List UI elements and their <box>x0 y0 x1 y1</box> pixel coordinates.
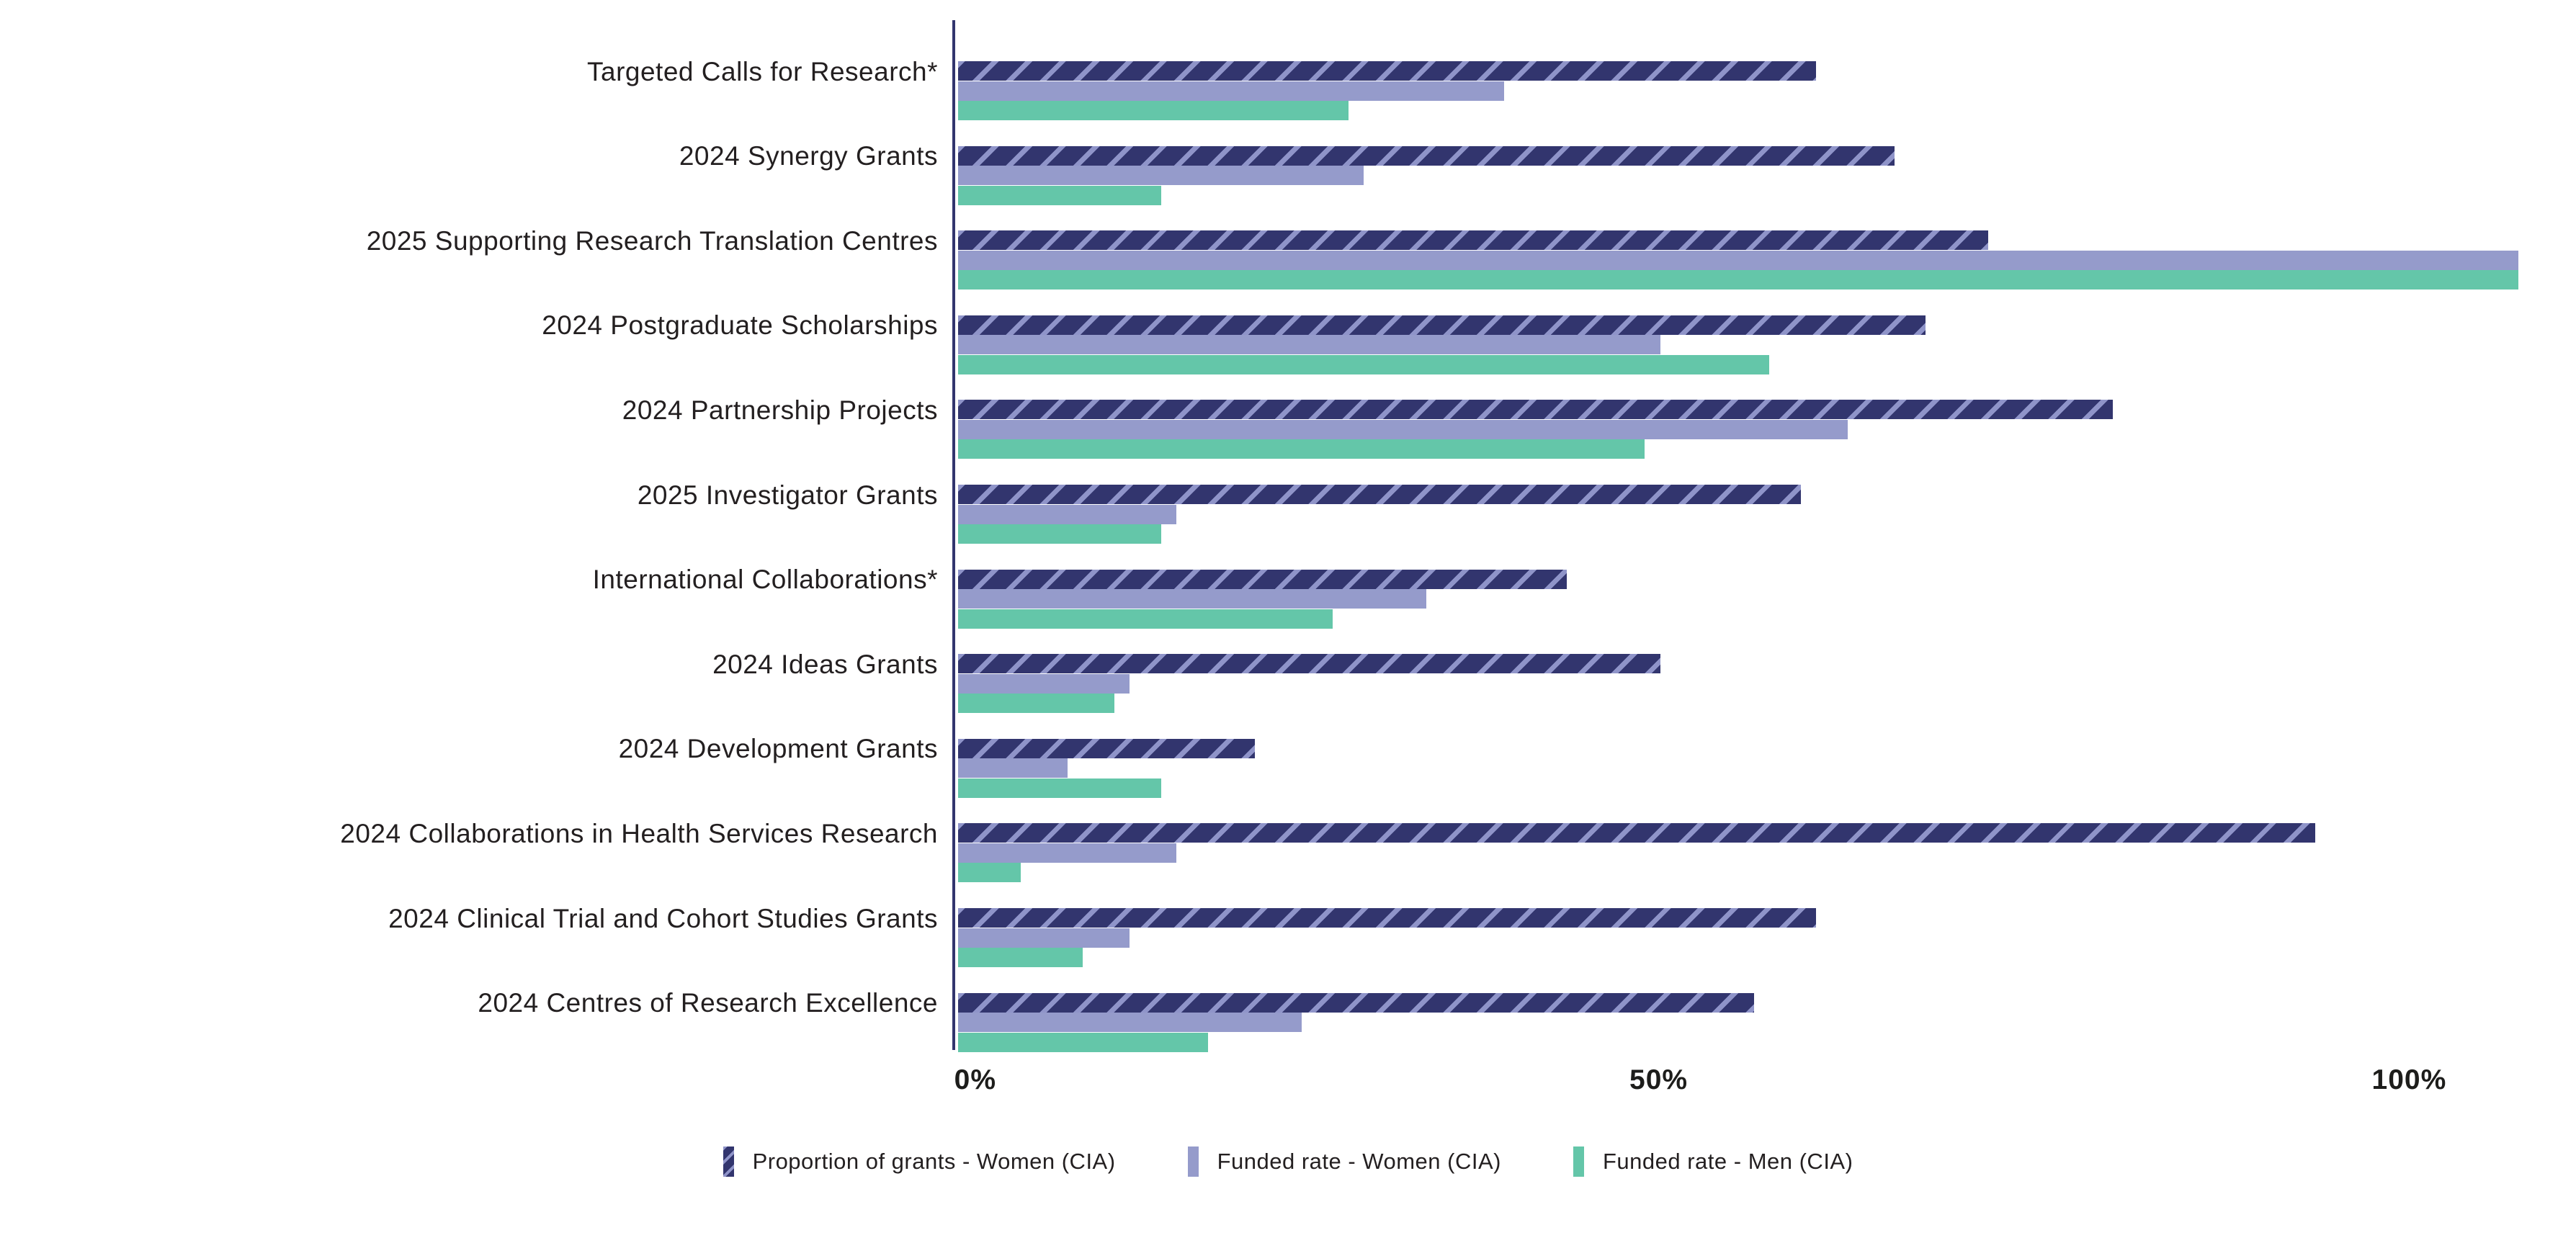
bar-series-2 <box>958 81 1504 101</box>
bar-series-1 <box>958 738 1255 758</box>
category-label: 2024 Clinical Trial and Cohort Studies G… <box>388 903 938 933</box>
bar-series-3 <box>958 524 1161 544</box>
y-axis-line <box>952 20 955 1050</box>
bar-series-3 <box>958 1032 1208 1052</box>
bar-series-3 <box>958 778 1161 798</box>
legend-swatch-icon <box>723 1146 734 1177</box>
category-label: 2024 Partnership Projects <box>622 395 938 425</box>
legend-swatch-icon <box>1573 1146 1584 1177</box>
bar-series-1 <box>958 145 1895 166</box>
x-axis-tick-label: 50% <box>1629 1064 1689 1095</box>
x-axis-tick-label: 100% <box>2371 1064 2447 1095</box>
bar-series-3 <box>958 439 1645 459</box>
bar-series-1 <box>958 908 1816 928</box>
bar-series-2 <box>958 419 1848 439</box>
bar-series-2 <box>958 843 1176 863</box>
category-label: 2024 Collaborations in Health Services R… <box>340 818 938 848</box>
bar-series-1 <box>958 823 2315 843</box>
bar-series-1 <box>958 400 2113 420</box>
bar-series-2 <box>958 758 1068 778</box>
legend-label: Funded rate - Women (CIA) <box>1217 1149 1501 1174</box>
category-label: 2024 Development Grants <box>618 734 938 764</box>
bar-series-1 <box>958 230 1988 251</box>
bar-series-2 <box>958 673 1130 694</box>
bar-series-2 <box>958 589 1426 609</box>
bar-series-1 <box>958 315 1926 335</box>
bar-series-3 <box>958 694 1114 714</box>
category-label: Targeted Calls for Research* <box>587 56 938 86</box>
x-axis-tick-label: 0% <box>954 1064 996 1095</box>
legend-item-1: Proportion of grants - Women (CIA) <box>723 1146 1116 1177</box>
bar-series-1 <box>958 61 1816 81</box>
bar-series-3 <box>958 609 1333 629</box>
bar-series-3 <box>958 863 1021 883</box>
category-label: 2025 Supporting Research Translation Cen… <box>366 225 938 256</box>
bar-series-3 <box>958 101 1349 120</box>
legend-swatch-icon <box>1187 1146 1199 1177</box>
legend-label: Funded rate - Men (CIA) <box>1602 1149 1853 1174</box>
legend-item-2: Funded rate - Women (CIA) <box>1187 1146 1501 1177</box>
category-label: 2024 Ideas Grants <box>712 649 938 679</box>
bar-series-1 <box>958 485 1801 504</box>
category-label: 2024 Postgraduate Scholarships <box>542 310 938 341</box>
category-label: 2024 Synergy Grants <box>679 141 938 171</box>
bar-series-3 <box>958 270 2518 290</box>
category-label: International Collaborations* <box>592 565 938 595</box>
legend-item-3: Funded rate - Men (CIA) <box>1573 1146 1853 1177</box>
bar-series-1 <box>958 569 1567 589</box>
category-label: 2025 Investigator Grants <box>637 480 938 510</box>
bar-series-1 <box>958 992 1754 1013</box>
category-label: 2024 Centres of Research Excellence <box>478 988 938 1018</box>
legend-label: Proportion of grants - Women (CIA) <box>752 1149 1116 1174</box>
bar-series-2 <box>958 504 1176 524</box>
bar-series-3 <box>958 185 1161 205</box>
bar-series-2 <box>958 928 1130 948</box>
bar-series-3 <box>958 948 1083 967</box>
chart-legend: Proportion of grants - Women (CIA) Funded… <box>0 1146 2576 1177</box>
bar-series-3 <box>958 354 1769 374</box>
bar-series-2 <box>958 250 2518 270</box>
bar-series-2 <box>958 166 1364 186</box>
bar-series-1 <box>958 654 1660 674</box>
bar-series-2 <box>958 335 1660 355</box>
bar-series-2 <box>958 1013 1302 1033</box>
